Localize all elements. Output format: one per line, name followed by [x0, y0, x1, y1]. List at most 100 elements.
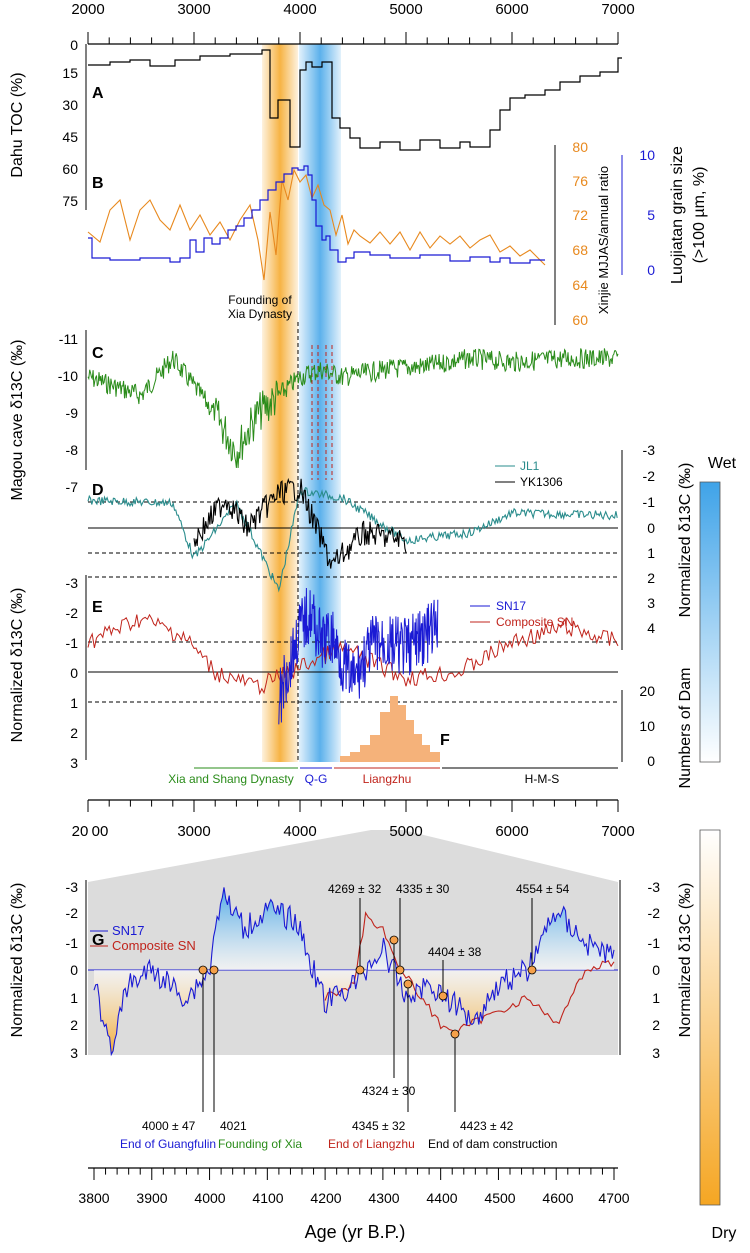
panel-b-right1-ticks: 80 76 72 68 64 60	[572, 139, 588, 328]
panel-e-ticks: -3 -2 -1 0 1 2 3	[66, 575, 79, 771]
tick-f: 0	[647, 753, 655, 769]
sn17-dry-fill	[94, 970, 614, 1055]
top-tick-label: 5000	[389, 1, 422, 18]
panel-b-letter: B	[92, 175, 104, 192]
panel-e-letter: E	[92, 599, 103, 616]
bottom-tick-label: 4700	[598, 1190, 629, 1206]
period-liangzhu: Liangzhu	[363, 772, 412, 786]
panel-a-letter: A	[92, 85, 104, 102]
marker-4345	[403, 979, 413, 989]
bottom-tick-label: 4600	[542, 1190, 573, 1206]
x-axis-title: Age (yr B.P.)	[305, 1222, 406, 1242]
tick-g-right: 1	[652, 990, 660, 1006]
label-4269: 4269 ± 32	[328, 882, 382, 896]
mid-tick-label: 4000	[283, 823, 316, 840]
tick-e: -1	[66, 635, 79, 651]
tick-d: -2	[643, 468, 656, 484]
bottom-tick-label: 4500	[484, 1190, 515, 1206]
dry-wedge	[699, 829, 721, 1206]
composite-sn-series-e	[87, 613, 619, 696]
yk1306-series	[193, 477, 407, 569]
tick-g-left: 1	[70, 990, 78, 1006]
panel-b-right2-label-1: Luojiatan grain size	[669, 146, 686, 284]
panel-g-letter: G	[92, 932, 104, 949]
top-tick-label: 2000	[71, 1, 104, 18]
mid-axis-ticks	[87, 800, 619, 812]
period-xia-shang: Xia and Shang Dynasty	[168, 772, 293, 786]
label-4345: 4345 ± 32	[352, 1119, 406, 1133]
tick-b2: 5	[647, 207, 655, 223]
tick-d: 3	[647, 595, 655, 611]
tick-a: 30	[62, 97, 78, 113]
period-qg: Q-G	[305, 772, 328, 786]
bottom-tick-label: 3900	[136, 1190, 167, 1206]
g-arrows	[202, 898, 533, 1112]
tick-a: 60	[62, 161, 78, 177]
legend-jl1: JL1	[520, 459, 540, 473]
panel-d-letter: D	[92, 482, 104, 499]
tick-g-right: -3	[648, 879, 661, 895]
panel-b-right1-label: Xinjie MJJAS/annual ratio	[596, 166, 611, 314]
label-4423: 4423 ± 42	[460, 1119, 514, 1133]
tick-c: -10	[58, 368, 78, 384]
bottom-tick-label: 4300	[368, 1190, 399, 1206]
tick-g-right: 3	[652, 1045, 660, 1061]
legend-csn-e: Composite SN	[496, 615, 573, 629]
wet-wedge	[699, 481, 721, 763]
bottom-tick-label: 3800	[78, 1190, 109, 1206]
bottom-tick-label: 4100	[252, 1190, 283, 1206]
panel-b-right2-label-2: (>100 µm, %)	[691, 167, 708, 264]
label-4021: 4021	[220, 1119, 247, 1133]
toc-series	[88, 49, 622, 151]
bottom-tick-label: 4200	[310, 1190, 341, 1206]
sn17-series-g	[93, 887, 615, 1057]
panel-c-letter: C	[92, 345, 104, 362]
tick-b1: 72	[572, 207, 588, 223]
label-end-dam: End of dam construction	[428, 1137, 557, 1151]
legend-csn-g: Composite SN	[112, 938, 196, 953]
tick-g-left: 3	[70, 1045, 78, 1061]
panel-f-ylabel: Numbers of Dam	[677, 668, 694, 789]
tick-a: 75	[62, 193, 78, 209]
panel-e-ylabel: Normalized δ13C (‰)	[9, 588, 26, 743]
panel-g-ylabel-left: Normalized δ13C (‰)	[9, 883, 26, 1038]
panel-g-left-ticks: -3 -2 -1 0 1 2 3	[66, 879, 79, 1061]
panel-f-ticks: 20 10 0	[639, 683, 655, 769]
legend-sn17-e: SN17	[496, 599, 526, 613]
tick-b1: 80	[572, 139, 588, 155]
tick-b1: 60	[572, 312, 588, 328]
label-4404: 4404 ± 38	[428, 945, 482, 959]
wet-label: Wet	[708, 455, 737, 472]
dry-label: Dry	[712, 1225, 737, 1242]
marker-4423	[450, 1029, 460, 1039]
composite-sn-series-g	[324, 911, 615, 1034]
tick-g-left: -2	[66, 905, 79, 921]
top-tick-label: 7000	[601, 1, 634, 18]
marker-4404	[438, 991, 448, 1001]
tick-g-left: 2	[70, 1017, 78, 1033]
bottom-tick-label: 4000	[194, 1190, 225, 1206]
tick-c: -7	[66, 479, 79, 495]
label-end-liangzhu: End of Liangzhu	[328, 1137, 415, 1151]
luojiatan-series	[88, 165, 545, 264]
label-founding-xia: Founding of Xia	[218, 1137, 302, 1151]
jl1-series	[87, 486, 618, 593]
panel-a-ylabel: Dahu TOC (%)	[9, 72, 26, 177]
legend-sn17-g: SN17	[112, 923, 145, 938]
panel-g-ylabel-right: Normalized δ13C (‰)	[677, 883, 694, 1038]
tick-b1: 76	[572, 173, 588, 189]
tick-b2: 0	[647, 262, 655, 278]
tick-e: -2	[66, 605, 79, 621]
tick-a: 15	[62, 65, 78, 81]
tick-d: -1	[643, 494, 656, 510]
marker-4324	[389, 935, 399, 945]
tick-d: 0	[647, 520, 655, 536]
mid-tick-label: 7000	[601, 823, 634, 840]
g-annotations: 4269 ± 32 4335 ± 30 4554 ± 54 4404 ± 38 …	[120, 882, 570, 1151]
top-tick-label: 4000	[283, 1, 316, 18]
tick-e: 3	[70, 755, 78, 771]
tick-g-left: 0	[70, 962, 78, 978]
tick-a: 0	[70, 37, 78, 53]
top-axis-ticks	[87, 32, 619, 44]
